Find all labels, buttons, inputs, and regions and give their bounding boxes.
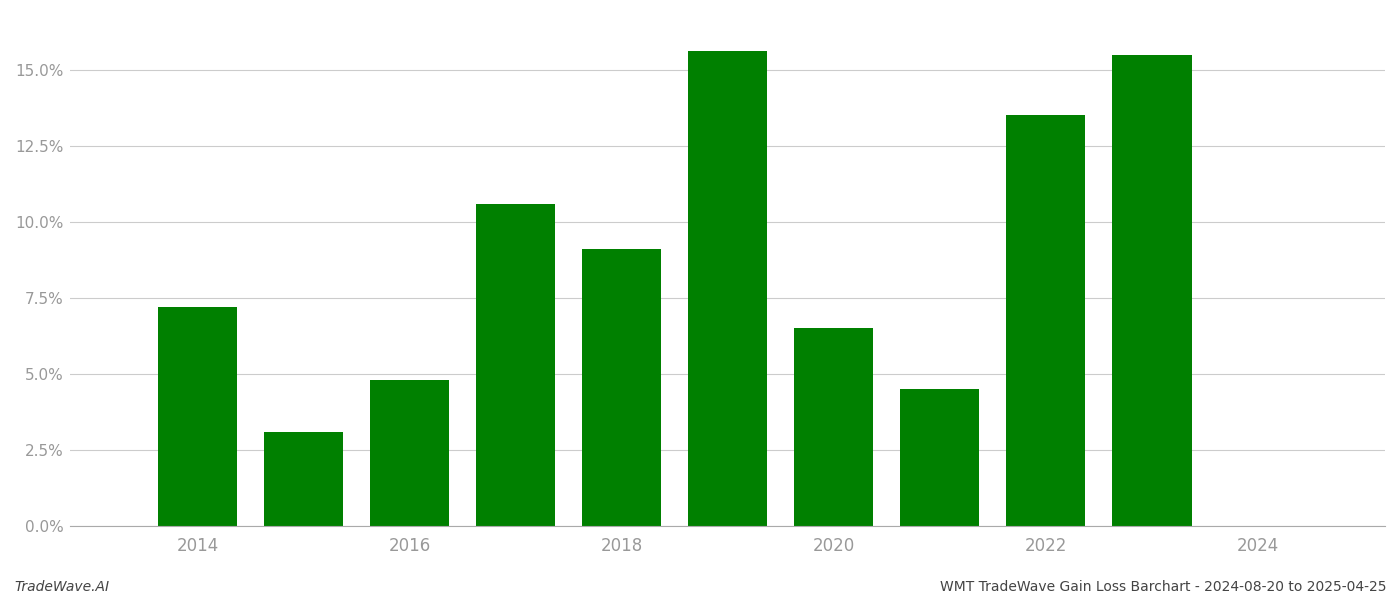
Bar (1112, 55, 1191, 526)
Bar (582, 249, 661, 526)
Bar (158, 307, 238, 526)
Bar (687, 52, 767, 526)
Bar (794, 328, 874, 526)
Bar (900, 389, 980, 526)
Bar (263, 431, 343, 526)
Bar (370, 380, 449, 526)
Text: TradeWave.AI: TradeWave.AI (14, 580, 109, 594)
Text: WMT TradeWave Gain Loss Barchart - 2024-08-20 to 2025-04-25: WMT TradeWave Gain Loss Barchart - 2024-… (939, 580, 1386, 594)
Bar (476, 203, 556, 526)
Bar (1007, 115, 1085, 526)
